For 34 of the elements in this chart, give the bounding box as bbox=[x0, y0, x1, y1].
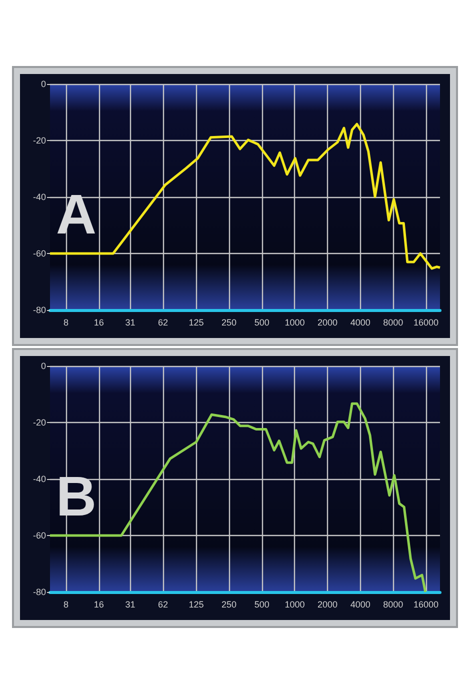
x-tick-label: 125 bbox=[188, 318, 204, 328]
x-tick-label: 500 bbox=[254, 318, 270, 328]
x-tick-label: 62 bbox=[158, 318, 168, 328]
y-tick-label: -60 bbox=[32, 530, 46, 540]
y-tick-label: -60 bbox=[32, 248, 46, 258]
x-tick-label: 1000 bbox=[284, 318, 305, 328]
x-tick-label: 250 bbox=[222, 600, 237, 610]
x-tick-label: 8 bbox=[64, 318, 69, 328]
x-tick-label: 1000 bbox=[284, 600, 305, 610]
x-tick-label: 250 bbox=[222, 318, 237, 328]
x-tick-label: 31 bbox=[125, 600, 136, 610]
x-tick-label: 4000 bbox=[350, 318, 370, 328]
x-tick-label: 8000 bbox=[383, 600, 404, 610]
y-tick-label: -40 bbox=[32, 192, 46, 202]
x-tick-label: 16 bbox=[94, 600, 104, 610]
x-tick-label: 16 bbox=[94, 318, 104, 328]
x-tick-label: 62 bbox=[158, 600, 168, 610]
y-tick-label: -80 bbox=[32, 305, 46, 315]
y-tick-label: -40 bbox=[32, 474, 46, 484]
x-tick-label: 31 bbox=[125, 318, 136, 328]
y-tick-label: -80 bbox=[32, 587, 46, 597]
x-tick-label: 8000 bbox=[383, 318, 404, 328]
x-tick-label: 8 bbox=[64, 600, 69, 610]
x-tick-label: 500 bbox=[254, 600, 270, 610]
x-tick-label: 16000 bbox=[413, 318, 439, 328]
x-tick-label: 2000 bbox=[318, 318, 338, 328]
y-tick-label: -20 bbox=[32, 136, 46, 146]
x-tick-label: 4000 bbox=[350, 600, 370, 610]
x-tick-label: 125 bbox=[188, 600, 204, 610]
x-tick-label: 16000 bbox=[413, 600, 439, 610]
y-tick-label: 0 bbox=[40, 79, 46, 89]
y-tick-label: 0 bbox=[40, 361, 46, 371]
y-tick-label: -20 bbox=[32, 418, 46, 428]
x-tick-label: 2000 bbox=[318, 600, 338, 610]
